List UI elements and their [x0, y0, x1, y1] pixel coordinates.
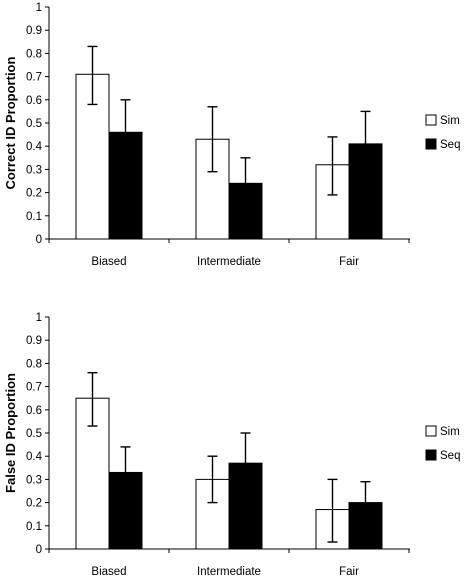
y-axis-title: Correct ID Proportion [3, 56, 18, 189]
y-tick-label: 0.6 [26, 95, 42, 107]
y-tick-label: 0.4 [26, 451, 43, 463]
y-tick-label: 0.2 [26, 498, 42, 510]
y-tick-label: 0.4 [26, 141, 43, 153]
x-category-label: Biased [91, 256, 126, 268]
y-tick-label: 0.6 [26, 405, 42, 417]
y-tick-label: 0.3 [26, 164, 42, 176]
legend-swatch-sim [425, 425, 437, 437]
y-tick-label: 0.5 [26, 118, 42, 130]
y-tick-label: 0 [36, 234, 42, 246]
y-tick-label: 0.7 [26, 382, 42, 394]
y-tick-label: 0.8 [26, 48, 42, 60]
legend-label-seq: Seq [440, 450, 460, 462]
x-category-label: Intermediate [197, 566, 261, 578]
y-tick-label: 0.9 [26, 335, 42, 347]
chart-panel-2: 0 0.1 0.2 0.3 0.4 0.5 0.6 0.7 0.8 0.9 1 Biased Inter… [3, 312, 460, 578]
legend-label-sim: Sim [440, 426, 460, 438]
legend-label-seq: Seq [440, 139, 460, 151]
legend-swatch-seq [425, 449, 437, 461]
x-category-label: Intermediate [197, 256, 261, 268]
x-category-label: Fair [339, 566, 359, 578]
y-tick-label: 0.8 [26, 358, 42, 370]
y-tick-label: 0.9 [26, 25, 42, 37]
legend-swatch-sim [425, 114, 437, 126]
x-category-label: Fair [339, 256, 359, 268]
x-category-label: Biased [91, 566, 126, 578]
chart-panel-1: 0 0.1 0.2 0.3 0.4 0.5 0.6 0.7 0.8 0.9 1 Biased Inter… [3, 2, 460, 268]
legend: Sim Seq [425, 425, 460, 462]
legend-swatch-seq [425, 138, 437, 150]
y-axis-title: False ID Proportion [3, 373, 18, 493]
y-tick-label: 0.1 [26, 211, 42, 223]
y-tick-label: 1 [36, 312, 42, 324]
y-tick-label: 0.2 [26, 188, 42, 200]
legend: Sim Seq [425, 114, 460, 151]
y-tick-label: 1 [36, 2, 42, 14]
y-tick-label: 0 [36, 544, 42, 556]
y-tick-label: 0.7 [26, 72, 42, 84]
y-tick-label: 0.1 [26, 521, 42, 533]
y-tick-label: 0.3 [26, 474, 42, 486]
y-tick-label: 0.5 [26, 428, 42, 440]
legend-label-sim: Sim [440, 115, 460, 127]
